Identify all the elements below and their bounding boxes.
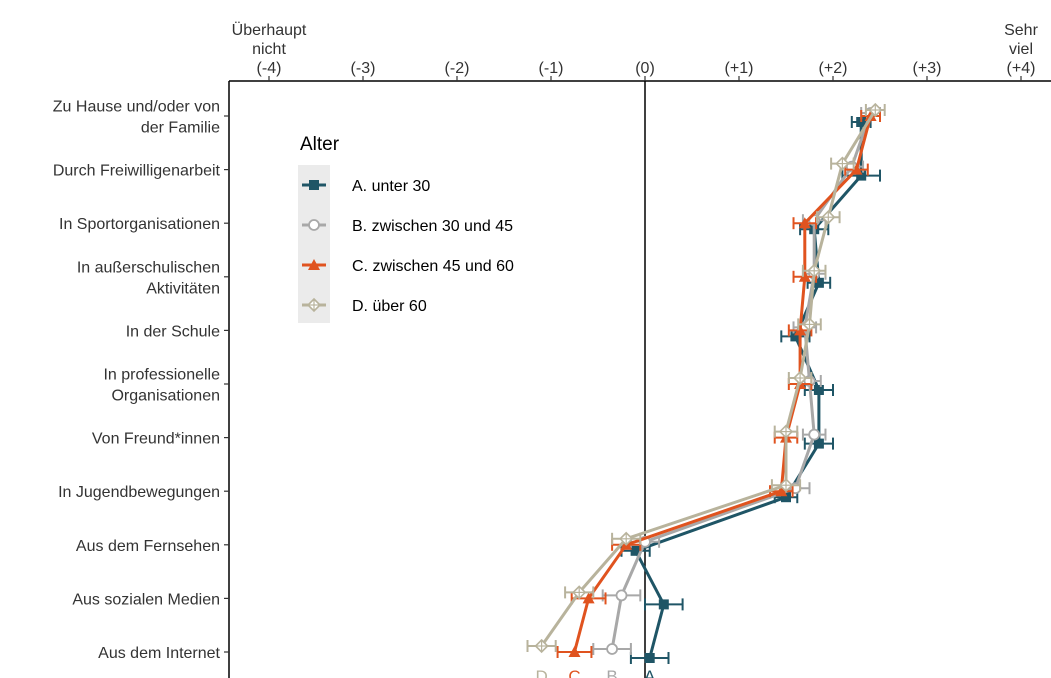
data-point — [582, 592, 595, 604]
category-label: In Sportorganisationen — [59, 216, 220, 233]
x-tick-label: (-1) — [539, 60, 564, 77]
series-C — [556, 110, 881, 658]
data-point — [802, 317, 817, 332]
category-label: der Familie — [141, 120, 220, 137]
data-point — [790, 331, 801, 342]
data-point — [813, 438, 824, 449]
data-point — [798, 270, 811, 282]
series-D — [526, 102, 886, 654]
series-layer — [526, 102, 886, 664]
data-point — [868, 102, 883, 118]
data-point — [813, 385, 824, 395]
x-tick-label: (+1) — [725, 60, 754, 77]
legend-label: B. zwischen 30 und 45 — [352, 218, 513, 235]
data-point — [792, 370, 808, 386]
legend-key-marker — [308, 219, 320, 231]
legend-key-marker — [306, 297, 322, 313]
category-label: In der Schule — [126, 323, 220, 340]
data-point — [821, 210, 836, 225]
legend-key-background — [298, 165, 330, 323]
category-label: Von Freund*innen — [92, 431, 220, 448]
x-tick-label: (+2) — [819, 60, 848, 77]
x-axis: Überhaupt nicht (-4) (-3) (-2) (-1) (0) (+1) (+2… — [229, 21, 1051, 82]
series-line-D — [540, 109, 877, 647]
data-point — [807, 263, 822, 278]
data-point — [835, 156, 850, 171]
category-label: In professionelle — [103, 367, 220, 384]
y-axis: Zu Hause und/oder von der Familie Durch Fr… — [53, 81, 230, 678]
series-end-label: C — [568, 667, 580, 678]
x-tick-label: viel — [1009, 41, 1033, 58]
data-point — [778, 424, 794, 439]
data-point — [794, 324, 807, 336]
legend: Alter A. unter 30 B. zwischen 30 und 45 C.… — [298, 134, 514, 323]
x-tick-label: (-2) — [445, 60, 470, 77]
legend-title: Alter — [300, 134, 340, 155]
x-tick-label: (-3) — [351, 60, 376, 77]
category-label: Organisationen — [111, 388, 220, 405]
category-label: Aus dem Fernsehen — [76, 538, 220, 555]
x-tick-label: Überhaupt — [232, 21, 307, 39]
legend-label: D. über 60 — [352, 298, 427, 315]
x-tick-label: Sehr — [1004, 22, 1038, 39]
legend-item: C. zwischen 45 und 60 — [302, 258, 514, 275]
data-point — [778, 478, 794, 493]
data-point — [798, 217, 811, 229]
category-label: Durch Freiwilligenarbeit — [53, 163, 221, 180]
data-point — [808, 428, 821, 441]
data-point — [572, 585, 587, 600]
legend-item: B. zwischen 30 und 45 — [302, 218, 513, 235]
category-label: In außerschulischen — [77, 259, 220, 276]
data-point — [775, 485, 788, 497]
data-point — [606, 643, 618, 655]
x-tick-label: (-4) — [257, 60, 282, 77]
data-point — [850, 163, 863, 175]
series-A — [620, 116, 881, 664]
legend-label: C. zwischen 45 und 60 — [352, 258, 514, 275]
legend-key-marker — [309, 180, 319, 190]
data-point — [568, 646, 581, 657]
legend-label: A. unter 30 — [352, 178, 430, 195]
category-label: Aktivitäten — [146, 280, 220, 297]
data-point — [630, 545, 641, 556]
series-line-C — [573, 115, 873, 653]
category-label: Aus sozialen Medien — [72, 591, 220, 608]
x-tick-label: nicht — [252, 41, 286, 58]
series-end-label: A — [644, 667, 656, 678]
data-point — [813, 277, 824, 288]
legend-item: D. über 60 — [302, 297, 427, 315]
x-tick-label: (+3) — [913, 60, 942, 77]
data-point — [534, 638, 549, 654]
data-point — [781, 492, 791, 503]
series-end-label: D — [535, 667, 547, 678]
category-label: In Jugendbewegungen — [58, 484, 220, 501]
category-label: Zu Hause und/oder von — [53, 99, 220, 116]
data-point — [644, 653, 655, 663]
legend-item: A. unter 30 — [302, 178, 430, 195]
series-end-label: B — [606, 667, 617, 678]
data-point — [615, 589, 628, 602]
legend-key-marker — [308, 259, 320, 270]
data-point — [619, 531, 634, 546]
data-point — [658, 599, 669, 610]
category-label: Aus dem Internet — [98, 645, 220, 662]
data-point — [856, 170, 867, 181]
end-labels: A B C D — [535, 667, 656, 678]
x-tick-label: (+4) — [1007, 60, 1036, 77]
x-tick-label: (0) — [635, 60, 655, 77]
